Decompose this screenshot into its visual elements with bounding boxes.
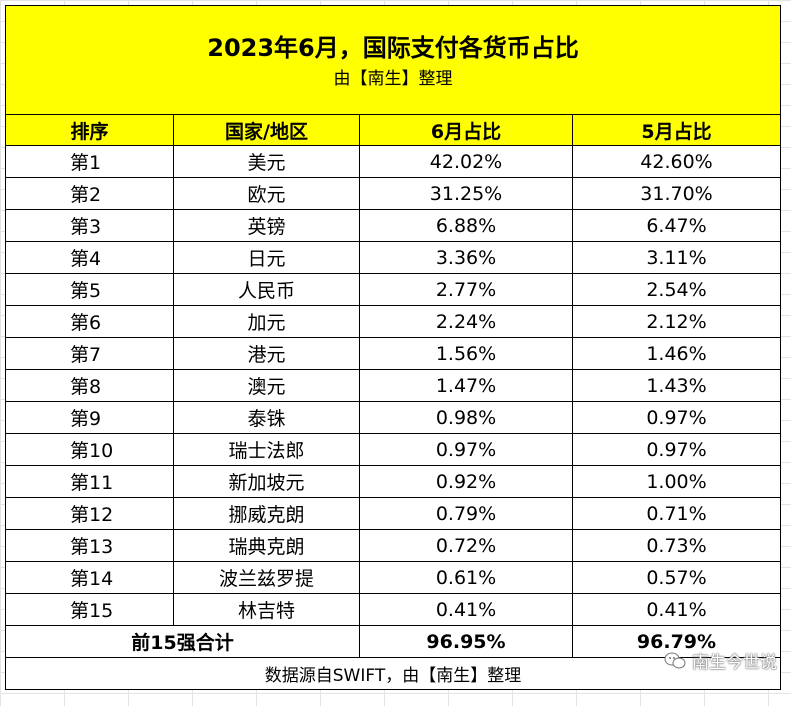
wechat-icon — [664, 652, 686, 668]
table-row: 第1 美元 42.02% 42.60% — [5, 145, 781, 178]
table-row: 第8 澳元 1.47% 1.43% — [5, 369, 781, 402]
may-share-cell: 0.97% — [572, 433, 781, 466]
total-label: 前15强合计 — [5, 625, 360, 658]
rank-cell: 第1 — [5, 145, 174, 178]
june-share-cell: 0.79% — [359, 497, 573, 530]
currency-cell: 人民币 — [173, 273, 360, 306]
total-may: 96.79% — [572, 625, 781, 658]
currency-cell: 泰铢 — [173, 401, 360, 434]
header-currency: 国家/地区 — [173, 114, 360, 146]
may-share-cell: 0.71% — [572, 497, 781, 530]
june-share-cell: 2.24% — [359, 305, 573, 338]
table-row: 第6 加元 2.24% 2.12% — [5, 305, 781, 338]
currency-cell: 加元 — [173, 305, 360, 338]
table-row: 第2 欧元 31.25% 31.70% — [5, 177, 781, 210]
header-may-share: 5月占比 — [572, 114, 781, 146]
currency-cell: 新加坡元 — [173, 465, 360, 498]
title-cell: 2023年6月，国际支付各货币占比 由【南生】整理 — [5, 5, 781, 115]
header-rank: 排序 — [5, 114, 174, 146]
currency-cell: 美元 — [173, 145, 360, 178]
watermark-text: 南生今世说 — [692, 653, 777, 673]
table-row: 第10 瑞士法郎 0.97% 0.97% — [5, 433, 781, 466]
currency-cell: 瑞典克朗 — [173, 529, 360, 562]
currency-cell: 英镑 — [173, 209, 360, 242]
watermark: 南生今世说 — [664, 648, 777, 673]
june-share-cell: 0.98% — [359, 401, 573, 434]
rank-cell: 第4 — [5, 241, 174, 274]
table-title: 2023年6月，国际支付各货币占比 — [207, 34, 579, 62]
rank-cell: 第3 — [5, 209, 174, 242]
june-share-cell: 0.72% — [359, 529, 573, 562]
total-june: 96.95% — [359, 625, 573, 658]
rank-cell: 第2 — [5, 177, 174, 210]
header-june-share: 6月占比 — [359, 114, 573, 146]
table-subtitle: 由【南生】整理 — [333, 69, 453, 89]
june-share-cell: 6.88% — [359, 209, 573, 242]
total-row: 前15强合计 96.95% 96.79% — [5, 625, 781, 658]
rank-cell: 第11 — [5, 465, 174, 498]
may-share-cell: 31.70% — [572, 177, 781, 210]
rank-cell: 第12 — [5, 497, 174, 530]
may-share-cell: 0.41% — [572, 593, 781, 626]
may-share-cell: 42.60% — [572, 145, 781, 178]
currency-cell: 澳元 — [173, 369, 360, 402]
currency-cell: 林吉特 — [173, 593, 360, 626]
june-share-cell: 0.97% — [359, 433, 573, 466]
may-share-cell: 0.97% — [572, 401, 781, 434]
table-row: 第13 瑞典克朗 0.72% 0.73% — [5, 529, 781, 562]
currency-share-table: 2023年6月，国际支付各货币占比 由【南生】整理 排序 国家/地区 6月占比 … — [5, 5, 781, 690]
june-share-cell: 0.41% — [359, 593, 573, 626]
june-share-cell: 1.47% — [359, 369, 573, 402]
rank-cell: 第7 — [5, 337, 174, 370]
may-share-cell: 1.43% — [572, 369, 781, 402]
rank-cell: 第6 — [5, 305, 174, 338]
currency-cell: 日元 — [173, 241, 360, 274]
may-share-cell: 2.12% — [572, 305, 781, 338]
rank-cell: 第10 — [5, 433, 174, 466]
may-share-cell: 0.73% — [572, 529, 781, 562]
table-row: 第7 港元 1.56% 1.46% — [5, 337, 781, 370]
currency-cell: 波兰兹罗提 — [173, 561, 360, 594]
rank-cell: 第14 — [5, 561, 174, 594]
header-row: 排序 国家/地区 6月占比 5月占比 — [5, 114, 781, 146]
may-share-cell: 3.11% — [572, 241, 781, 274]
june-share-cell: 1.56% — [359, 337, 573, 370]
may-share-cell: 1.46% — [572, 337, 781, 370]
june-share-cell: 42.02% — [359, 145, 573, 178]
table-row: 第12 挪威克朗 0.79% 0.71% — [5, 497, 781, 530]
table-row: 第3 英镑 6.88% 6.47% — [5, 209, 781, 242]
table-row: 第15 林吉特 0.41% 0.41% — [5, 593, 781, 626]
rank-cell: 第15 — [5, 593, 174, 626]
june-share-cell: 2.77% — [359, 273, 573, 306]
may-share-cell: 1.00% — [572, 465, 781, 498]
currency-cell: 港元 — [173, 337, 360, 370]
table-row: 第5 人民币 2.77% 2.54% — [5, 273, 781, 306]
may-share-cell: 2.54% — [572, 273, 781, 306]
table-row: 第11 新加坡元 0.92% 1.00% — [5, 465, 781, 498]
rank-cell: 第13 — [5, 529, 174, 562]
rank-cell: 第5 — [5, 273, 174, 306]
rank-cell: 第9 — [5, 401, 174, 434]
may-share-cell: 0.57% — [572, 561, 781, 594]
footer-note: 数据源自SWIFT，由【南生】整理 — [5, 657, 781, 690]
currency-cell: 挪威克朗 — [173, 497, 360, 530]
june-share-cell: 0.92% — [359, 465, 573, 498]
table-row: 第9 泰铢 0.98% 0.97% — [5, 401, 781, 434]
june-share-cell: 0.61% — [359, 561, 573, 594]
june-share-cell: 3.36% — [359, 241, 573, 274]
june-share-cell: 31.25% — [359, 177, 573, 210]
table-row: 第14 波兰兹罗提 0.61% 0.57% — [5, 561, 781, 594]
currency-cell: 欧元 — [173, 177, 360, 210]
may-share-cell: 6.47% — [572, 209, 781, 242]
table-row: 第4 日元 3.36% 3.11% — [5, 241, 781, 274]
rank-cell: 第8 — [5, 369, 174, 402]
currency-cell: 瑞士法郎 — [173, 433, 360, 466]
